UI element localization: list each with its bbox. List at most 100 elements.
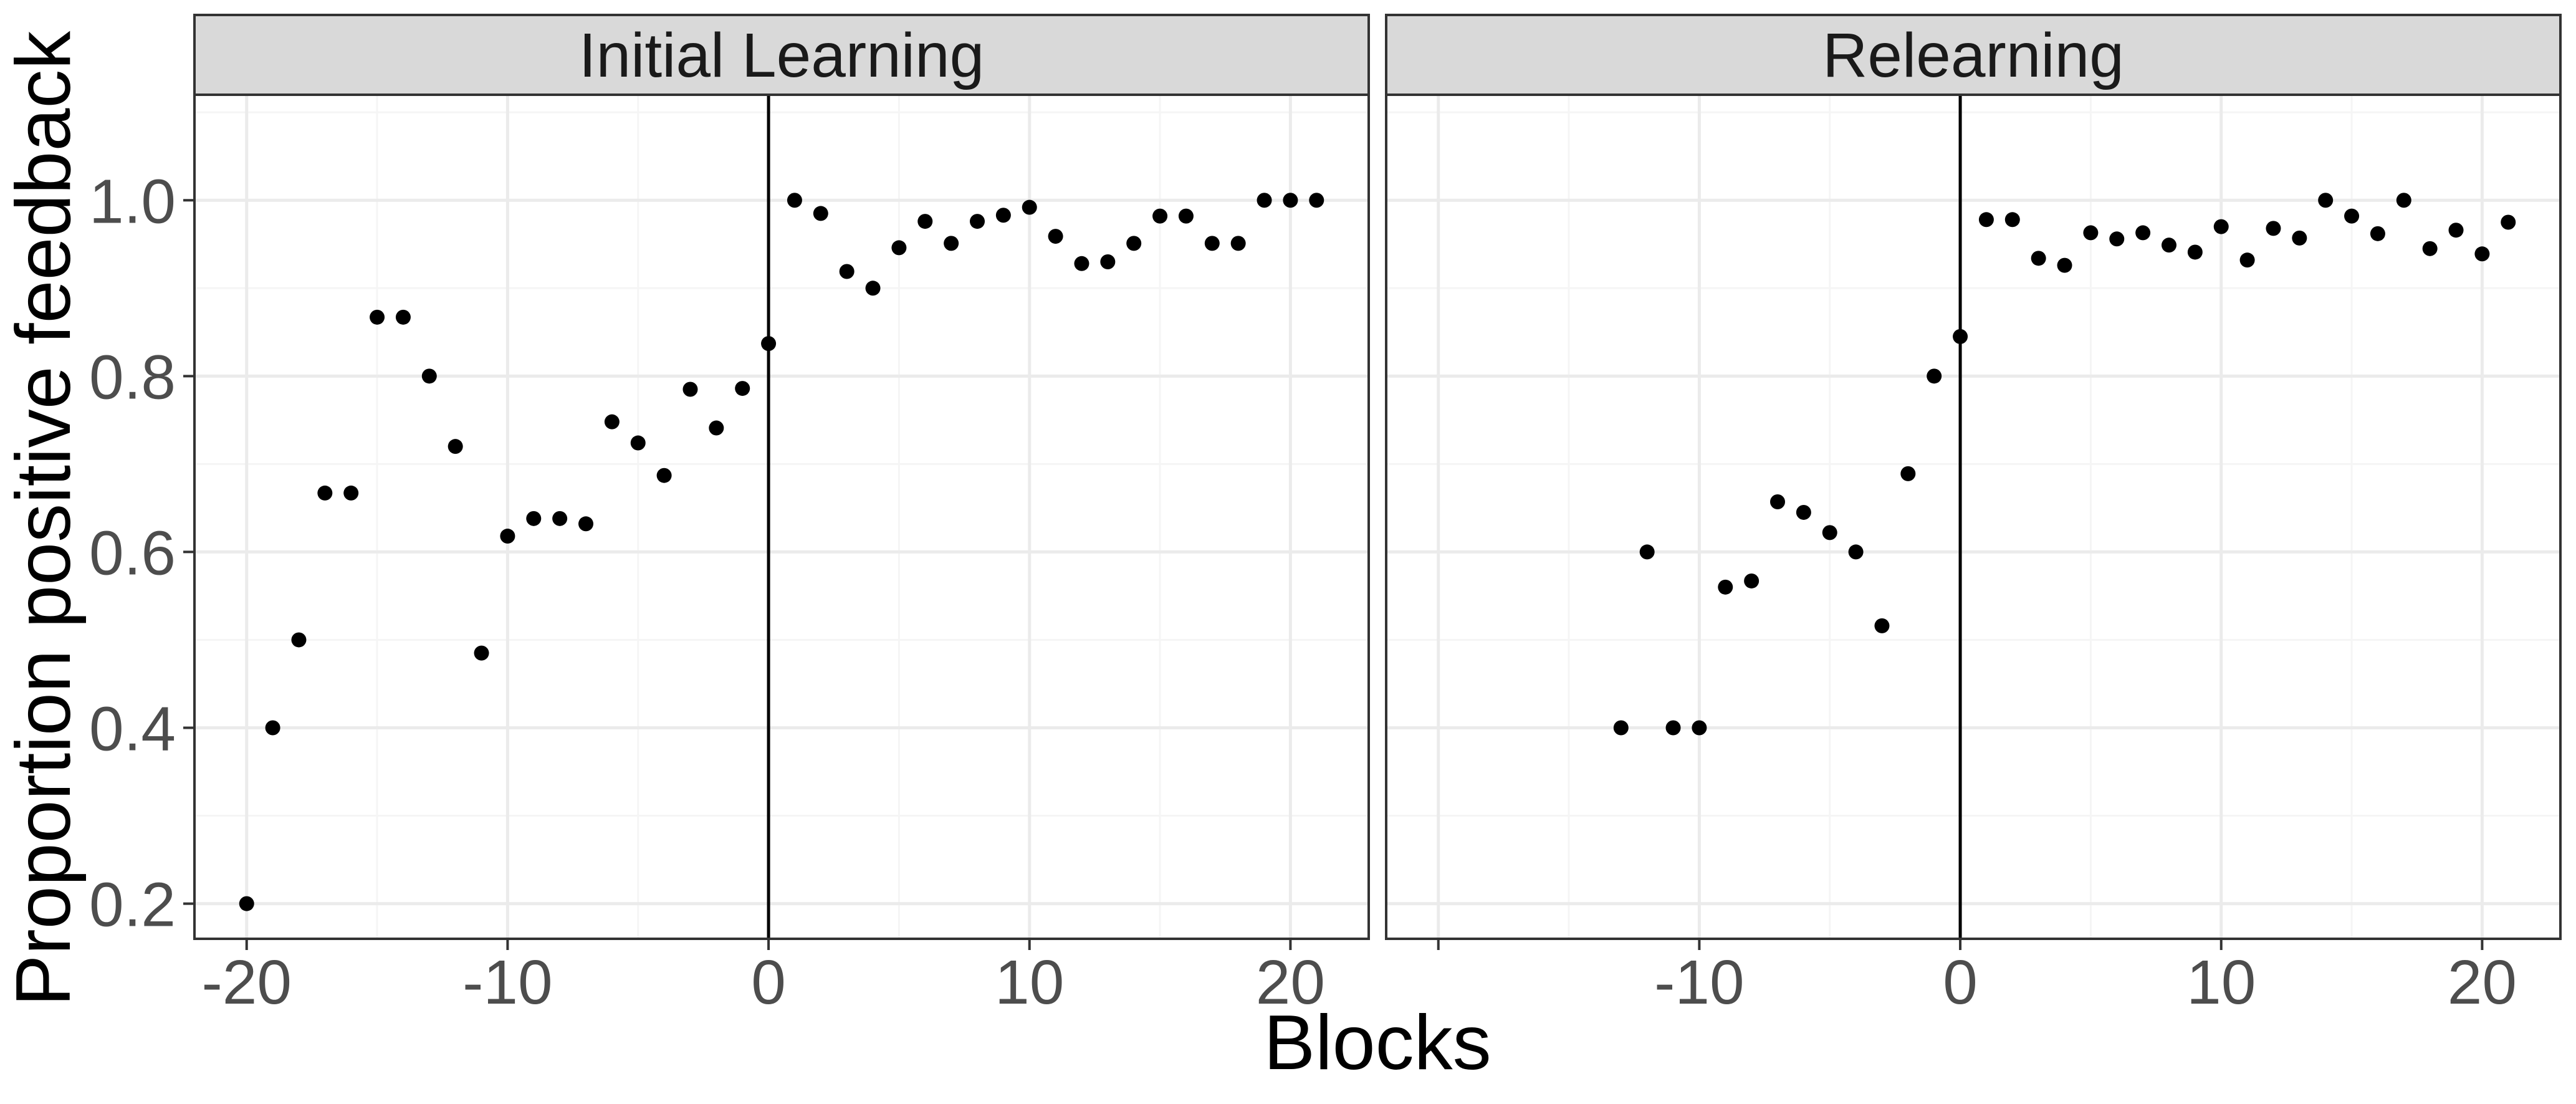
data-point <box>1022 199 1037 215</box>
data-point <box>2344 208 2360 224</box>
data-point <box>395 309 411 325</box>
x-tick-label: 20 <box>1256 948 1325 1017</box>
data-point <box>2422 241 2438 256</box>
data-point <box>265 720 280 736</box>
data-point <box>813 206 828 221</box>
data-point <box>500 529 515 544</box>
data-point <box>995 208 1011 223</box>
data-point <box>1848 544 1864 560</box>
y-tick-label: 0.2 <box>89 870 176 940</box>
data-point <box>2501 214 2516 230</box>
data-point <box>2187 244 2203 260</box>
data-point <box>1126 236 1142 251</box>
data-point <box>1953 329 1968 344</box>
data-point <box>1900 466 1916 481</box>
data-point <box>1822 525 1837 540</box>
data-point <box>630 435 646 451</box>
y-tick-label: 0.6 <box>89 518 176 588</box>
data-point <box>944 236 959 251</box>
data-point <box>682 382 698 397</box>
x-tick-label: 20 <box>2448 948 2517 1017</box>
x-tick-label: 0 <box>751 948 786 1017</box>
data-point <box>421 368 437 384</box>
x-tick-label: 10 <box>995 948 1064 1017</box>
data-point <box>970 214 985 229</box>
y-axis: 0.2 0.4 0.6 0.8 1.0 <box>89 166 194 940</box>
data-point <box>761 336 777 352</box>
x-tick-label: -10 <box>462 948 553 1017</box>
data-point <box>1796 504 1811 520</box>
data-point <box>1178 208 1194 224</box>
data-point <box>1309 193 1324 208</box>
y-tick-label: 0.4 <box>89 694 176 764</box>
y-tick-label: 0.8 <box>89 342 176 412</box>
panel-background <box>1386 95 2560 939</box>
data-point <box>1204 236 1220 251</box>
data-point <box>2031 251 2046 266</box>
data-point <box>1927 368 1942 384</box>
y-tick-label: 1.0 <box>89 166 176 236</box>
data-point <box>1718 579 1733 595</box>
x-tick-label: -10 <box>1654 948 1745 1017</box>
facet-strip-label: Initial Learning <box>579 21 984 90</box>
x-tick-label: -20 <box>201 948 292 1017</box>
panel-background <box>194 95 1369 939</box>
data-point <box>787 193 802 208</box>
x-tick-label: 0 <box>1943 948 1978 1017</box>
data-point <box>2109 231 2125 247</box>
data-point <box>370 309 385 325</box>
facet-strip-label: Relearning <box>1822 21 2124 90</box>
data-point <box>1639 544 1655 560</box>
data-point <box>2474 246 2490 262</box>
data-point <box>2057 257 2072 273</box>
data-point <box>2083 225 2099 241</box>
panel-relearning: Relearning -10 0 10 20 <box>1385 14 2562 1017</box>
data-point <box>735 381 750 396</box>
facet-strip <box>1385 14 2562 96</box>
panel-initial-learning: Initial Learning -20 -10 0 10 20 <box>193 14 1370 1017</box>
data-point <box>1257 193 1272 208</box>
data-point <box>317 485 333 501</box>
data-point <box>2370 226 2385 241</box>
data-point <box>448 439 463 454</box>
data-point <box>917 214 933 229</box>
data-point <box>891 240 907 256</box>
data-point <box>2292 230 2307 246</box>
data-point <box>1048 229 1063 244</box>
data-point <box>526 511 542 526</box>
data-point <box>2239 252 2255 268</box>
data-point <box>709 420 724 436</box>
data-point <box>604 414 620 430</box>
data-point <box>2266 221 2281 236</box>
data-point <box>343 485 359 501</box>
data-point <box>1152 208 1168 224</box>
data-point <box>2396 193 2411 208</box>
data-point <box>1100 254 1116 269</box>
y-axis-title: Proportion positive feedback <box>1 31 87 1007</box>
data-point <box>552 511 568 526</box>
data-point <box>2135 225 2151 241</box>
data-point <box>1692 720 1707 736</box>
data-point <box>2448 223 2464 238</box>
data-point <box>1230 236 1246 251</box>
facet-strip <box>193 14 1370 96</box>
data-point <box>865 281 881 296</box>
data-point <box>239 896 254 911</box>
data-point <box>1744 573 1760 588</box>
data-point <box>1613 720 1629 736</box>
data-point <box>1874 618 1890 633</box>
x-tick-label: 10 <box>2186 948 2256 1017</box>
data-point <box>578 516 593 532</box>
data-point <box>474 645 489 661</box>
data-point <box>2004 212 2020 228</box>
data-point <box>1665 720 1681 736</box>
data-point <box>1074 256 1089 271</box>
data-point <box>2213 219 2229 234</box>
x-axis-title: Blocks <box>1263 1000 1491 1086</box>
data-point <box>1770 494 1785 510</box>
data-point <box>291 632 307 648</box>
data-point <box>656 468 672 483</box>
panels-layer: Initial Learning -20 -10 0 10 20 Relearning -10… <box>193 14 2562 1017</box>
data-point <box>2318 193 2334 208</box>
